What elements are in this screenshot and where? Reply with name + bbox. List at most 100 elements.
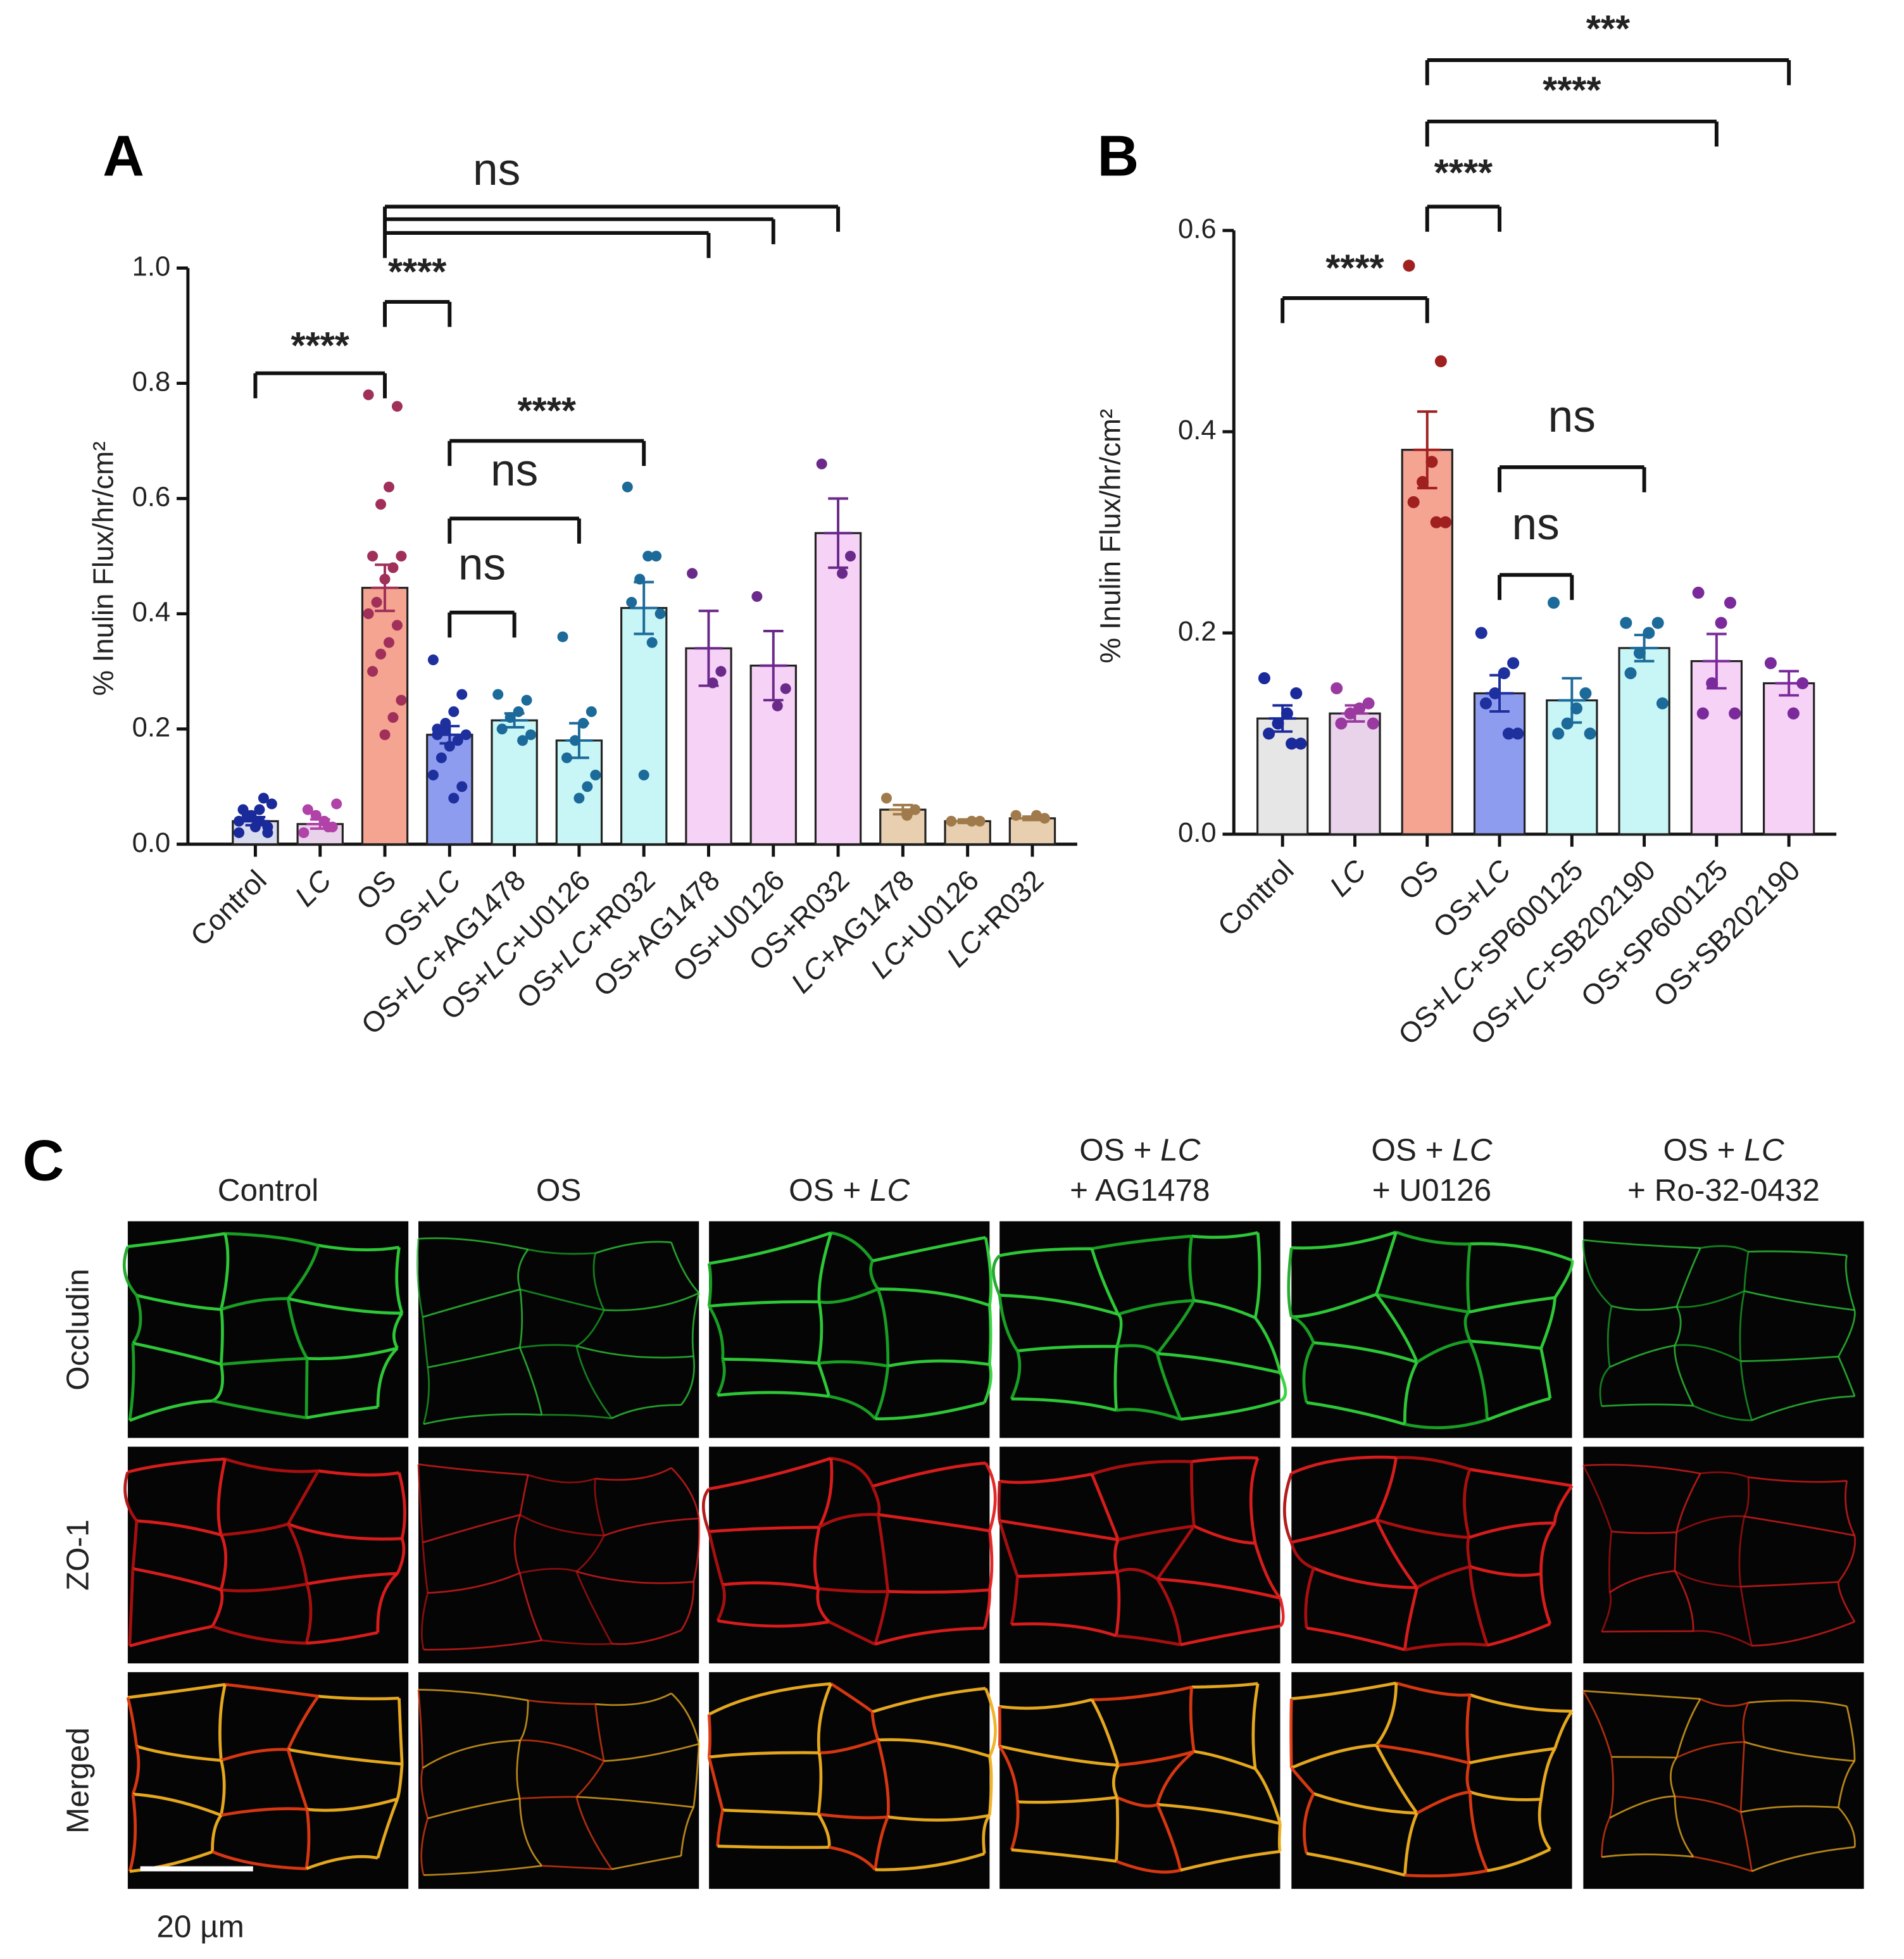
cell-junction [818, 1458, 834, 1529]
micrograph [127, 1672, 409, 1889]
cell-junction [604, 1743, 699, 1762]
cell-junction [691, 1292, 700, 1356]
cell-junction [287, 1748, 403, 1766]
data-point [383, 637, 395, 648]
data-point [396, 551, 407, 562]
cell-junction [422, 1317, 429, 1368]
cell-junction [1188, 1236, 1196, 1301]
data-point [1417, 476, 1429, 489]
cell-junction [416, 1239, 424, 1318]
micrograph [418, 1221, 699, 1438]
significance-label: ns [473, 145, 520, 195]
cell-junction [306, 1797, 398, 1812]
cell-junction [707, 1531, 724, 1586]
cell-junction [1289, 1698, 1293, 1768]
cell-junction [286, 1695, 320, 1751]
data-point [387, 712, 399, 723]
cell-junction [708, 1231, 832, 1265]
cell-junction [987, 1305, 993, 1365]
cell-junction [1279, 1372, 1287, 1403]
x-tick-label: LC [289, 863, 338, 913]
cell-junction [1740, 1355, 1839, 1362]
data-point [427, 654, 439, 665]
cell-junction [1674, 1570, 1694, 1632]
micrograph [127, 1221, 409, 1438]
micrograph [1583, 1446, 1864, 1663]
cell-junction [1844, 1255, 1856, 1311]
cell-junction [1157, 1352, 1281, 1374]
x-tick-label: Control [184, 864, 273, 953]
cell-junction [1601, 1630, 1694, 1633]
cell-junction [1395, 1230, 1470, 1246]
cell-junction [1469, 1747, 1555, 1765]
cell-junction [286, 1749, 309, 1810]
cell-junction [1739, 1586, 1753, 1646]
cell-junction [1253, 1232, 1262, 1318]
cell-junction [708, 1305, 725, 1360]
data-point [254, 804, 265, 815]
cell-junction [513, 1514, 522, 1574]
cell-junction [520, 1796, 577, 1799]
cell-junction [286, 1470, 320, 1525]
cell-junction [286, 1523, 309, 1584]
bar [1473, 692, 1526, 836]
cell-junction [1313, 1567, 1417, 1589]
cell-junction [817, 1232, 833, 1302]
cell-junction [1404, 1418, 1488, 1430]
cell-junction [420, 1593, 429, 1650]
cell-junction [717, 1619, 830, 1628]
cell-junction [1113, 1346, 1119, 1411]
data-point [1692, 586, 1705, 599]
cell-junction [874, 1816, 889, 1870]
cell-junction [1738, 1516, 1746, 1587]
cell-junction [1838, 1356, 1856, 1397]
data-point [492, 689, 504, 700]
cell-junction [123, 1246, 138, 1297]
cell-junction [1191, 1456, 1258, 1463]
cell-junction [519, 1344, 577, 1349]
cell-junction [1193, 1749, 1256, 1770]
cell-junction [1191, 1231, 1258, 1239]
cell-junction [422, 1367, 430, 1425]
cell-junction [1291, 1230, 1397, 1250]
row-label: Merged [61, 1727, 96, 1834]
significance-label: **** [291, 324, 350, 366]
data-point [234, 815, 245, 827]
cell-junction [813, 1527, 821, 1589]
data-point [837, 568, 848, 579]
cell-junction [1287, 1248, 1293, 1318]
cell-junction [1017, 1344, 1117, 1353]
column-header: OS + LC [789, 1173, 910, 1208]
data-point [448, 792, 460, 804]
x-tick-label: OS [1393, 854, 1445, 906]
cell-junction [1700, 1698, 1749, 1707]
cell-junction [876, 1739, 890, 1817]
data-point [391, 620, 403, 631]
cell-junction [708, 1525, 820, 1534]
cell-junction [129, 1850, 213, 1873]
cell-junction [1469, 1340, 1489, 1420]
data-point [561, 752, 572, 763]
cell-junction [376, 1347, 399, 1408]
cell-junction [1375, 1683, 1398, 1746]
cell-junction [126, 1697, 139, 1747]
cell-junction [218, 1684, 227, 1761]
cell-junction [318, 1469, 399, 1477]
data-point [1715, 616, 1727, 629]
cell-junction [817, 1683, 833, 1753]
significance-label: ns [1548, 392, 1596, 442]
cell-junction [304, 1583, 313, 1644]
cell-junction [1416, 1790, 1470, 1815]
cell-junction [1751, 1620, 1855, 1647]
cell-junction [829, 1394, 877, 1420]
data-point [1507, 657, 1520, 670]
cell-junction [216, 1458, 227, 1536]
cell-junction [872, 1236, 986, 1263]
cell-junction [680, 1581, 695, 1631]
cell-junction [1469, 1693, 1572, 1713]
cell-junction [1465, 1694, 1472, 1763]
data-point [816, 458, 827, 470]
data-point [590, 770, 601, 781]
cell-junction [1254, 1767, 1282, 1824]
cell-junction [1838, 1535, 1856, 1583]
